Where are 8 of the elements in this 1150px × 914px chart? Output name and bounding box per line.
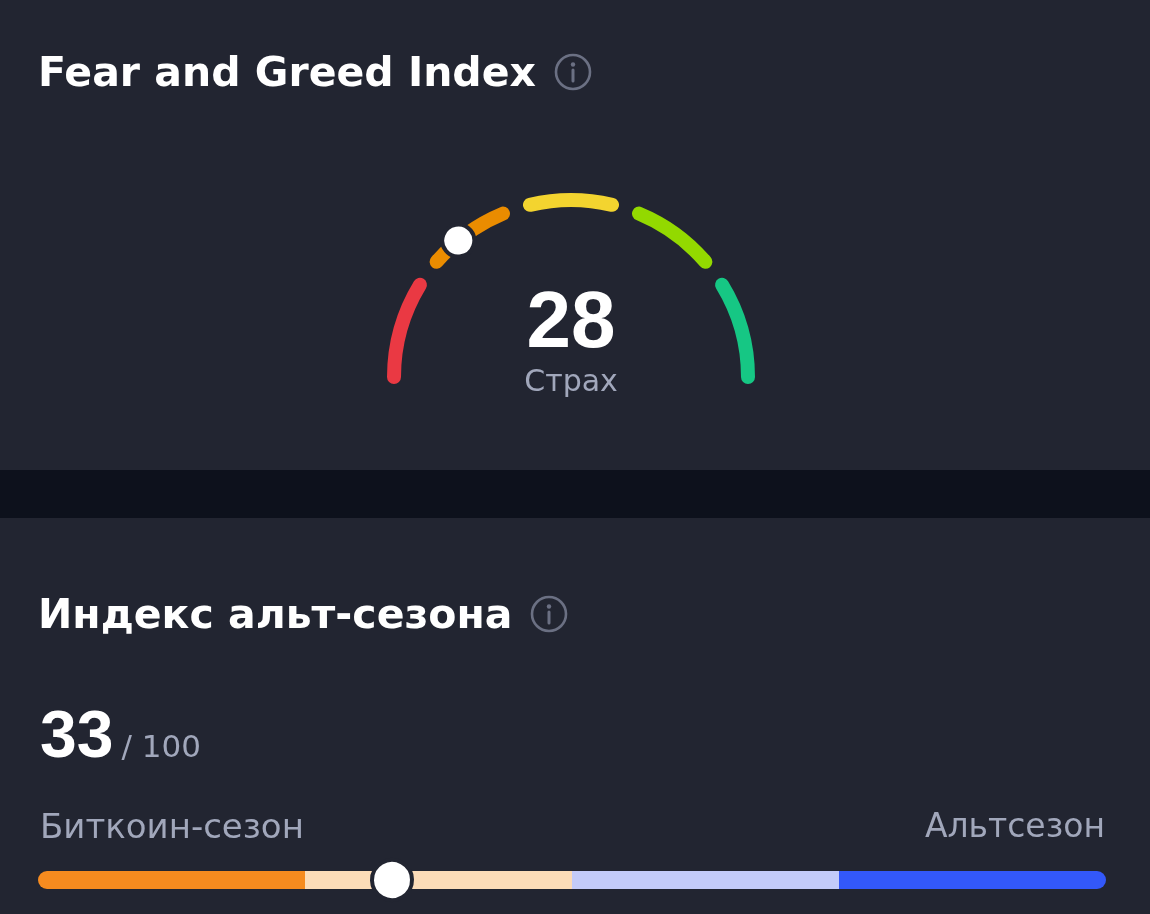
text: / 100 [121,728,201,764]
text: Альтсезон [924,806,1105,845]
data-label: 33 [40,697,114,771]
text: Страх [524,362,618,398]
text: Индекс альт-сезона [38,590,513,638]
text: Биткоин-сезон [40,806,304,846]
text: Fear and Greed Index [38,48,536,96]
data-label: 28 [526,274,616,364]
